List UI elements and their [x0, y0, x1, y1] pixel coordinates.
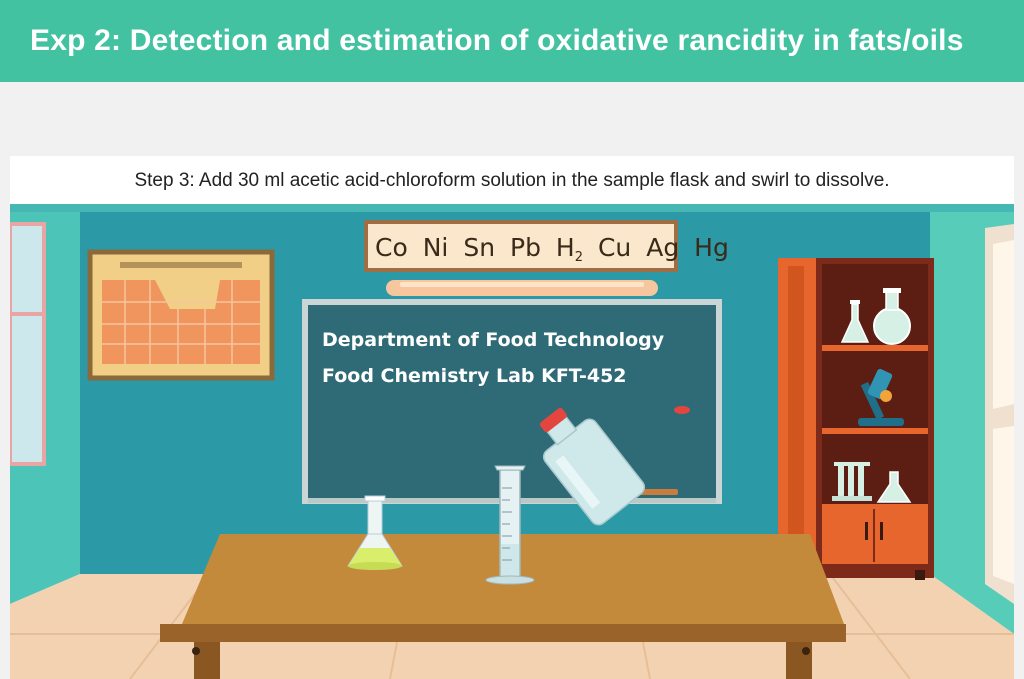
conical-flask-icon[interactable]	[347, 495, 403, 570]
blackboard-line-2: Food Chemistry Lab KFT-452	[322, 365, 627, 387]
graduated-cylinder-icon[interactable]	[485, 465, 535, 585]
element-h-subscript: 2	[575, 250, 583, 265]
app-header: Exp 2: Detection and estimation of oxida…	[0, 0, 1024, 82]
element-pb: Pb	[510, 233, 541, 262]
element-cu: Cu	[598, 233, 631, 262]
lab-scene: Co Ni Sn Pb H2 Cu Ag Hg Department of Fo…	[10, 204, 1014, 679]
microscope-icon	[858, 368, 904, 426]
window-left	[10, 222, 46, 466]
door-right	[985, 224, 1014, 604]
round-flask-icon	[873, 288, 911, 345]
conical-flask-small-icon	[840, 300, 870, 343]
blackboard: Department of Food Technology Food Chemi…	[302, 299, 722, 504]
element-co: Co	[375, 233, 408, 262]
page-title: Exp 2: Detection and estimation of oxida…	[30, 24, 964, 57]
elements-chart: Co Ni Sn Pb H2 Cu Ag Hg	[364, 220, 729, 272]
element-hg: Hg	[694, 233, 729, 262]
test-tube-rack-icon	[832, 462, 872, 501]
reagent-bottle-icon[interactable]	[524, 396, 647, 528]
conical-flask-shelf-icon	[876, 471, 912, 503]
element-ni: Ni	[423, 233, 449, 262]
simulation-stage: Step 3: Add 30 ml acetic acid-chloroform…	[10, 156, 1014, 679]
projector-screen-roll	[386, 280, 658, 296]
blackboard-line-1: Department of Food Technology	[322, 329, 665, 351]
element-sn: Sn	[463, 233, 495, 262]
step-instruction: Step 3: Add 30 ml acetic acid-chloroform…	[10, 156, 1014, 204]
svg-text:Co Ni Sn: Co Ni Sn Pb H2 Cu Ag Hg	[375, 233, 729, 267]
eraser-icon	[674, 406, 690, 414]
lab-cabinet	[778, 258, 934, 580]
wall-poster	[87, 249, 275, 381]
element-h: H	[556, 233, 575, 262]
ceiling-strip	[10, 204, 1014, 212]
element-ag: Ag	[646, 233, 679, 262]
